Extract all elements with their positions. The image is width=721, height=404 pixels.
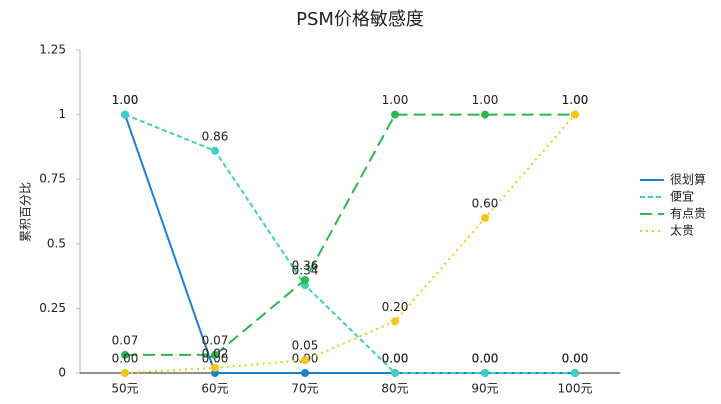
x-tick-label: 90元 [471, 382, 498, 396]
data-point [301, 356, 309, 365]
data-point [301, 275, 309, 284]
data-label: 1.00 [112, 93, 139, 107]
data-label: 0.05 [292, 339, 319, 353]
series-line [124, 113, 576, 374]
x-tick-label: 60元 [201, 382, 228, 396]
data-point [211, 350, 219, 359]
data-label: 1.00 [382, 93, 409, 107]
data-point [391, 110, 399, 119]
series-line [124, 113, 575, 374]
data-label: 1.00 [472, 93, 499, 107]
data-point [211, 363, 219, 372]
y-tick-label: 0.75 [39, 172, 66, 186]
data-point [481, 110, 489, 119]
data-label: 0.00 [562, 352, 589, 366]
data-point [571, 110, 579, 119]
data-point [301, 369, 309, 377]
series-line [125, 113, 575, 356]
legend-label: 太贵 [670, 223, 694, 238]
data-point [121, 350, 129, 359]
legend-label: 便宜 [670, 189, 694, 204]
data-point [391, 317, 399, 326]
data-label: 0.00 [382, 352, 409, 366]
y-tick-label: 0.5 [47, 236, 66, 250]
data-point [211, 146, 219, 155]
data-label: 0.02 [202, 346, 229, 360]
series-line [124, 114, 575, 374]
data-point [391, 369, 399, 377]
data-label: 0.07 [112, 333, 139, 347]
data-label: 0.07 [202, 333, 229, 347]
data-label: 0.36 [292, 258, 319, 272]
x-tick-label: 80元 [381, 382, 408, 396]
legend-label: 有点贵 [670, 207, 706, 221]
data-label: 1.00 [112, 93, 139, 107]
data-point [121, 369, 129, 377]
data-point [481, 369, 489, 377]
legend-label: 很划算 [670, 172, 706, 187]
data-label: 0.60 [472, 196, 499, 210]
chart-title: PSM价格敏感度 [296, 9, 424, 30]
y-tick-label: 1.25 [39, 43, 66, 57]
x-tick-label: 70元 [291, 382, 318, 396]
data-label: 0.00 [562, 352, 589, 366]
data-label: 0.00 [472, 352, 499, 366]
y-axis-label: 累积百分比 [19, 182, 33, 242]
y-tick-label: 0.25 [39, 301, 66, 315]
data-label: 0.00 [382, 352, 409, 366]
data-point [571, 369, 579, 377]
data-label: 0.00 [112, 352, 139, 366]
data-point [481, 213, 489, 222]
y-tick-label: 1 [58, 107, 66, 121]
x-tick-label: 50元 [111, 382, 138, 396]
x-tick-label: 100元 [558, 382, 593, 396]
data-point [121, 110, 129, 119]
y-tick-label: 0 [58, 366, 66, 380]
data-label: 0.00 [472, 352, 499, 366]
data-label: 0.86 [202, 129, 229, 143]
data-label: 1.00 [562, 93, 589, 107]
data-label: 0.20 [382, 300, 409, 314]
data-label: 1.00 [562, 93, 589, 107]
